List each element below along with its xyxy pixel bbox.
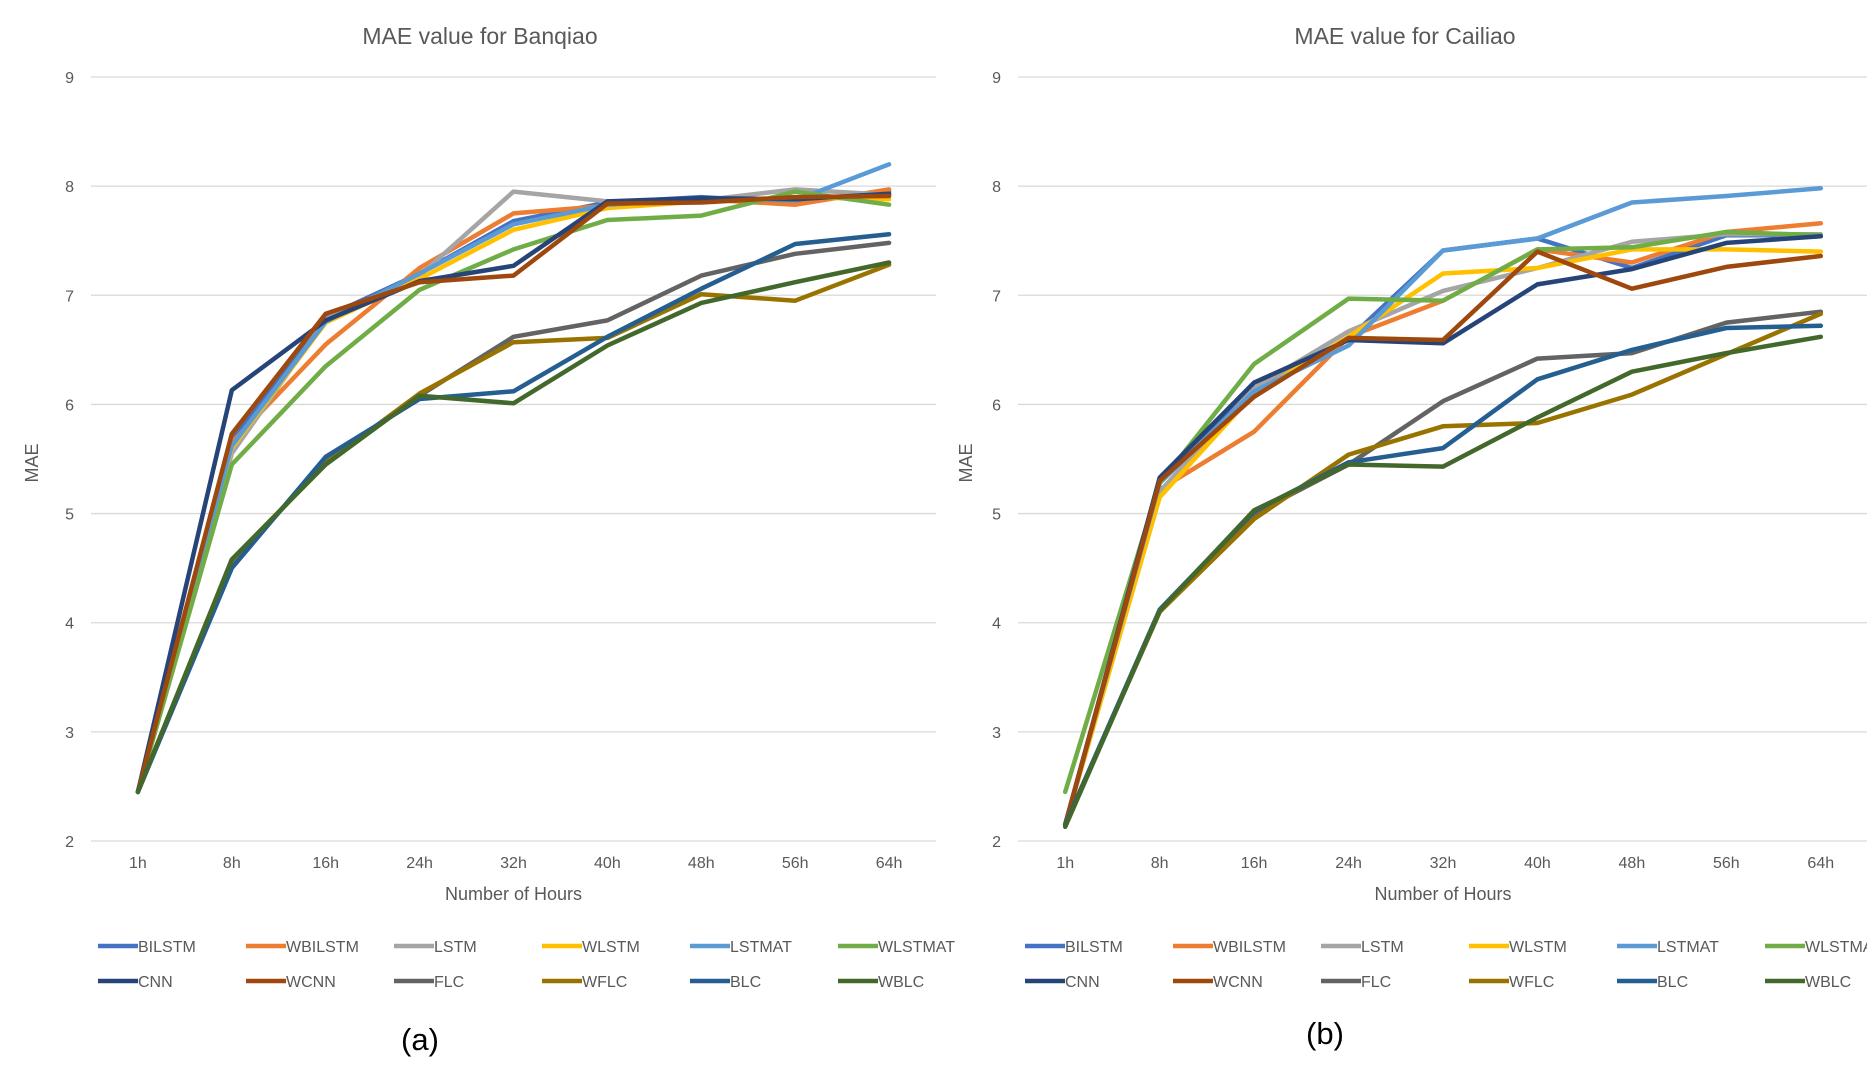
x-axis-label: Number of Hours <box>1374 884 1511 904</box>
y-tick-label: 2 <box>992 834 1001 851</box>
legend-label: LSTMAT <box>1657 939 1719 956</box>
panel-label: (a) <box>401 1022 439 1057</box>
y-tick-label: 9 <box>65 70 74 87</box>
y-tick-label: 5 <box>992 507 1001 524</box>
legend-label: WBLC <box>1805 974 1851 991</box>
legend-label: WBILSTM <box>286 939 359 956</box>
legend-label: CNN <box>138 974 173 991</box>
legend-label: WLSTMAT <box>1805 939 1867 956</box>
series-line-wflc <box>135 262 892 795</box>
series-line-bilstm <box>135 189 892 795</box>
legend-label: WBILSTM <box>1213 939 1286 956</box>
y-tick-label: 6 <box>65 397 74 414</box>
series-line-lstm <box>135 187 892 795</box>
series-line-cnn <box>1062 234 1824 827</box>
chart-title: MAE value for Cailiao <box>1294 23 1515 49</box>
x-tick-label: 24h <box>1335 855 1362 872</box>
x-tick-label: 56h <box>1713 855 1740 872</box>
series-line-wlstmat <box>1062 229 1824 795</box>
legend-label: WLSTM <box>1509 939 1567 956</box>
series-line-wblc <box>135 260 892 795</box>
y-tick-label: 7 <box>992 288 1001 305</box>
x-tick-label: 8h <box>1151 855 1169 872</box>
legend-label: WBLC <box>878 974 924 991</box>
y-tick-label: 2 <box>65 834 74 851</box>
y-axis-label: MAE <box>22 443 42 482</box>
legend-label: WLSTMAT <box>878 939 955 956</box>
legend-label: BLC <box>730 974 761 991</box>
x-tick-label: 32h <box>500 855 527 872</box>
y-tick-label: 8 <box>992 179 1001 196</box>
series-line-flc <box>1062 309 1824 827</box>
series-line-wlstm <box>1062 247 1824 827</box>
y-tick-label: 4 <box>65 616 74 633</box>
series-line-wcnn <box>1062 249 1824 827</box>
legend-label: BLC <box>1657 974 1688 991</box>
y-tick-label: 6 <box>992 397 1001 414</box>
series-line-wlstmat <box>135 189 892 795</box>
legend-label: LSTM <box>1361 939 1404 956</box>
x-tick-label: 8h <box>223 855 241 872</box>
legend-label: FLC <box>1361 974 1391 991</box>
x-tick-label: 1h <box>1056 855 1074 872</box>
x-tick-label: 48h <box>688 855 715 872</box>
series-line-wflc <box>1062 311 1824 827</box>
x-tick-label: 16h <box>312 855 339 872</box>
series-line-wbilstm <box>135 187 892 795</box>
chart-panel-b: MAE value for Cailiao 2 3 4 5 6 7 8 9 1h 8h 16h 24h 3… <box>956 23 1867 1051</box>
y-tick-label: 3 <box>65 725 74 742</box>
series-line-bilstm <box>1062 233 1824 827</box>
x-tick-label: 48h <box>1619 855 1646 872</box>
series-line-cnn <box>135 191 892 795</box>
legend-label: BILSTM <box>138 939 196 956</box>
legend-label: CNN <box>1065 974 1100 991</box>
y-tick-label: 3 <box>992 725 1001 742</box>
x-tick-label: 56h <box>782 855 809 872</box>
series-line-blc <box>135 231 892 795</box>
legend-label: LSTM <box>434 939 477 956</box>
y-tick-label: 9 <box>992 70 1001 87</box>
legend-label: WCNN <box>286 974 336 991</box>
series-line-lstmat <box>1062 186 1824 827</box>
x-tick-label: 40h <box>1524 855 1551 872</box>
series-line-lstm <box>1062 231 1824 827</box>
legend-label: WCNN <box>1213 974 1263 991</box>
y-axis-label: MAE <box>956 443 976 482</box>
y-tick-label: 8 <box>65 179 74 196</box>
panel-label: (b) <box>1306 1016 1344 1051</box>
x-tick-label: 64h <box>876 855 903 872</box>
x-tick-label: 64h <box>1807 855 1834 872</box>
series-line-flc <box>135 240 892 795</box>
x-tick-label: 40h <box>594 855 621 872</box>
series-line-wblc <box>1062 334 1824 830</box>
legend-label: WFLC <box>582 974 627 991</box>
series-line-wbilstm <box>1062 221 1824 827</box>
legend-label: BILSTM <box>1065 939 1123 956</box>
chart-title: MAE value for Banqiao <box>362 23 597 49</box>
y-tick-label: 4 <box>992 616 1001 633</box>
x-tick-label: 1h <box>129 855 147 872</box>
legend-label: FLC <box>434 974 464 991</box>
y-tick-label: 5 <box>65 507 74 524</box>
x-tick-label: 32h <box>1430 855 1457 872</box>
legend-label: LSTMAT <box>730 939 792 956</box>
y-tick-label: 7 <box>65 288 74 305</box>
x-tick-label: 24h <box>406 855 433 872</box>
chart-panel-a: MAE value for Banqiao 2 3 4 5 6 7 8 9 1h 8h 16h 24h 3… <box>22 23 955 1057</box>
x-axis-label: Number of Hours <box>445 884 582 904</box>
legend-label: WLSTM <box>582 939 640 956</box>
series-line-wcnn <box>135 193 892 795</box>
x-tick-label: 16h <box>1241 855 1268 872</box>
legend-label: WFLC <box>1509 974 1554 991</box>
